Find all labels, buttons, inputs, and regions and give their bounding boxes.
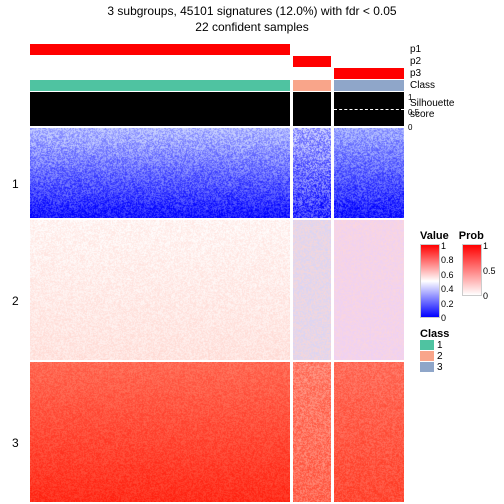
prob-legend-title: Prob [459, 230, 484, 242]
annotation-label: Class [410, 80, 435, 91]
class-label: 2 [437, 351, 443, 362]
annotation-label: p2 [410, 56, 421, 67]
class-swatch [420, 351, 434, 361]
class-legend-items: 123 [420, 340, 500, 373]
silhouette-track [30, 92, 410, 126]
value-gradient: 10.80.60.40.20 [420, 244, 440, 318]
annotation-row [30, 68, 410, 79]
class-swatch [420, 362, 434, 372]
value-tick: 0.4 [441, 284, 454, 294]
annotation-label: p1 [410, 44, 421, 55]
legend: Value Prob 10.80.60.40.20 10.50 Class 12… [420, 230, 500, 373]
group-label: 2 [12, 294, 19, 308]
annotation-row [30, 80, 410, 91]
heatmap-column [334, 362, 404, 502]
class-legend-item: 3 [420, 362, 500, 373]
value-tick: 1 [441, 241, 446, 251]
value-tick: 0.2 [441, 299, 454, 309]
title-line1: 3 subgroups, 45101 signatures (12.0%) wi… [0, 4, 504, 20]
heatmap-column [293, 362, 331, 502]
heatmap-column [30, 220, 290, 360]
class-legend-title: Class [420, 328, 500, 340]
class-legend-item: 1 [420, 340, 500, 351]
prob-tick: 0 [483, 291, 488, 301]
value-tick: 0.8 [441, 255, 454, 265]
class-label: 1 [437, 340, 443, 351]
heatmap-group [30, 362, 410, 502]
class-legend-item: 2 [420, 351, 500, 362]
class-label: 3 [437, 362, 443, 373]
title-line2: 22 confident samples [0, 20, 504, 36]
silhouette-tick: 1 [408, 92, 412, 103]
silhouette-tick: 0.5 [408, 107, 419, 118]
heatmap-group [30, 220, 410, 360]
class-swatch [420, 340, 434, 350]
heatmap-group [30, 128, 410, 218]
heatmap-column [334, 128, 404, 218]
heatmap-column [293, 220, 331, 360]
value-tick: 0.6 [441, 270, 454, 280]
group-label: 1 [12, 177, 19, 191]
prob-tick: 0.5 [483, 266, 496, 276]
heatmap-column [30, 362, 290, 502]
annotation-label: p3 [410, 68, 421, 79]
heatmap-column [293, 128, 331, 218]
group-label: 3 [12, 436, 19, 450]
annotation-row [30, 56, 410, 67]
annotation-row [30, 44, 410, 55]
prob-gradient: 10.50 [462, 244, 482, 296]
chart-title: 3 subgroups, 45101 signatures (12.0%) wi… [0, 0, 504, 35]
heatmap-column [334, 220, 404, 360]
prob-tick: 1 [483, 241, 488, 251]
heatmap-column [30, 128, 290, 218]
value-tick: 0 [441, 313, 446, 323]
